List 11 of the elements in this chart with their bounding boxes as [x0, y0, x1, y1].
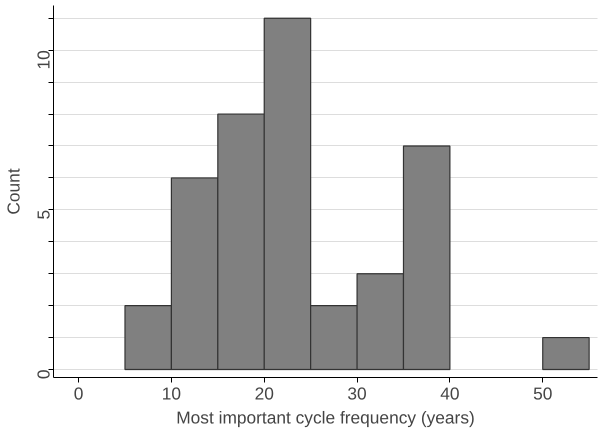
y-tick-label: 5 — [34, 210, 54, 220]
y-tick-label: 10 — [34, 50, 54, 70]
y-axis-title: Count — [4, 168, 24, 215]
x-tick-label: 0 — [74, 384, 84, 404]
x-tick-label: 50 — [533, 384, 552, 404]
y-tick-label: 0 — [34, 370, 54, 380]
x-axis-title: Most important cycle frequency (years) — [176, 408, 475, 428]
x-tick-label: 30 — [347, 384, 367, 404]
x-tick-label: 20 — [254, 384, 274, 404]
x-tick-label: 10 — [162, 384, 182, 404]
x-tick-label: 40 — [440, 384, 460, 404]
